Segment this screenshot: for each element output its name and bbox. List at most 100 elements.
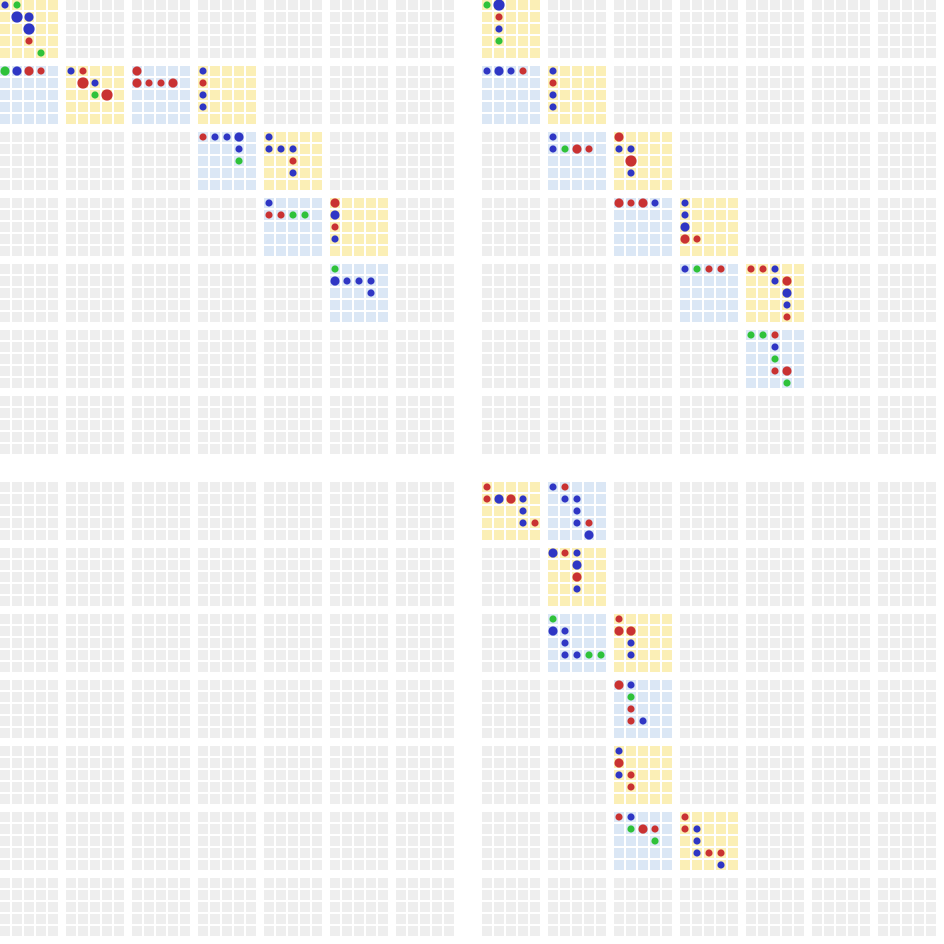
board-cell[interactable] (444, 378, 454, 388)
board-cell[interactable] (518, 836, 528, 846)
board-cell[interactable] (704, 288, 714, 298)
board-cell[interactable] (210, 650, 220, 660)
board-cell[interactable] (914, 264, 924, 274)
board-cell[interactable] (342, 396, 352, 406)
board-cell[interactable] (638, 114, 648, 124)
board-cell[interactable] (444, 144, 454, 154)
board-cell[interactable] (288, 824, 298, 834)
board-cell[interactable] (560, 156, 570, 166)
board-cell[interactable] (144, 782, 154, 792)
board-cell[interactable] (378, 198, 388, 208)
board-cell[interactable] (914, 758, 924, 768)
board-cell[interactable] (48, 824, 58, 834)
board-cell[interactable] (518, 420, 528, 430)
board-cell[interactable] (692, 548, 702, 558)
board-cell[interactable] (548, 246, 558, 256)
board-cell[interactable] (366, 530, 376, 540)
board-cell[interactable] (0, 102, 10, 112)
board-cell[interactable] (366, 596, 376, 606)
board-cell[interactable] (102, 144, 112, 154)
board-cell[interactable] (48, 638, 58, 648)
board-cell[interactable] (836, 626, 846, 636)
board-cell[interactable] (210, 638, 220, 648)
board-cell[interactable] (812, 246, 822, 256)
board-cell[interactable] (234, 572, 244, 582)
board-cell[interactable] (24, 482, 34, 492)
board-cell[interactable] (770, 494, 780, 504)
board-cell[interactable] (330, 408, 340, 418)
board-cell[interactable] (354, 482, 364, 492)
board-cell[interactable] (312, 66, 322, 76)
board-cell[interactable] (728, 90, 738, 100)
empty-block[interactable] (746, 680, 804, 738)
board-cell[interactable] (132, 506, 142, 516)
board-cell[interactable] (902, 680, 912, 690)
board-cell[interactable] (366, 548, 376, 558)
board-cell[interactable] (494, 264, 504, 274)
board-cell[interactable] (312, 144, 322, 154)
tile-blue[interactable] (482, 66, 540, 124)
empty-block[interactable] (198, 614, 256, 672)
board-cell[interactable] (650, 210, 660, 220)
board-cell[interactable] (638, 288, 648, 298)
board-cell[interactable] (432, 48, 442, 58)
board-cell[interactable] (518, 12, 528, 22)
board-cell[interactable] (902, 482, 912, 492)
board-cell[interactable] (890, 354, 900, 364)
board-cell[interactable] (650, 746, 660, 756)
board-cell[interactable] (926, 36, 936, 46)
board-cell[interactable] (234, 836, 244, 846)
empty-block[interactable] (614, 264, 672, 322)
board-cell[interactable] (680, 530, 690, 540)
board-cell[interactable] (354, 848, 364, 858)
board-cell[interactable] (354, 758, 364, 768)
board-cell[interactable] (860, 836, 870, 846)
board-cell[interactable] (584, 614, 594, 624)
board-cell[interactable] (12, 482, 22, 492)
board-cell[interactable] (716, 782, 726, 792)
board-cell[interactable] (312, 548, 322, 558)
board-cell[interactable] (354, 506, 364, 516)
board-cell[interactable] (342, 650, 352, 660)
board-cell[interactable] (530, 794, 540, 804)
board-cell[interactable] (812, 560, 822, 570)
board-cell[interactable] (836, 518, 846, 528)
board-cell[interactable] (824, 246, 834, 256)
board-cell[interactable] (276, 680, 286, 690)
board-cell[interactable] (614, 210, 624, 220)
board-cell[interactable] (680, 378, 690, 388)
board-cell[interactable] (276, 506, 286, 516)
board-cell[interactable] (312, 102, 322, 112)
board-cell[interactable] (704, 198, 714, 208)
board-cell[interactable] (584, 366, 594, 376)
board-cell[interactable] (0, 770, 10, 780)
board-cell[interactable] (836, 276, 846, 286)
empty-block[interactable] (746, 614, 804, 672)
board-cell[interactable] (530, 180, 540, 190)
empty-block[interactable] (330, 0, 388, 58)
board-cell[interactable] (78, 860, 88, 870)
board-cell[interactable] (24, 794, 34, 804)
board-cell[interactable] (66, 506, 76, 516)
board-cell[interactable] (36, 482, 46, 492)
board-cell[interactable] (48, 836, 58, 846)
board-cell[interactable] (222, 926, 232, 936)
board-cell[interactable] (36, 132, 46, 142)
board-cell[interactable] (180, 596, 190, 606)
board-cell[interactable] (246, 66, 256, 76)
board-cell[interactable] (288, 548, 298, 558)
board-cell[interactable] (24, 234, 34, 244)
board-cell[interactable] (482, 24, 492, 34)
board-cell[interactable] (728, 746, 738, 756)
board-cell[interactable] (560, 132, 570, 142)
board-cell[interactable] (102, 36, 112, 46)
board-cell[interactable] (330, 782, 340, 792)
board-cell[interactable] (408, 300, 418, 310)
board-cell[interactable] (78, 560, 88, 570)
board-cell[interactable] (860, 432, 870, 442)
board-cell[interactable] (902, 354, 912, 364)
board-cell[interactable] (878, 638, 888, 648)
board-cell[interactable] (312, 728, 322, 738)
board-cell[interactable] (662, 548, 672, 558)
board-cell[interactable] (312, 180, 322, 190)
